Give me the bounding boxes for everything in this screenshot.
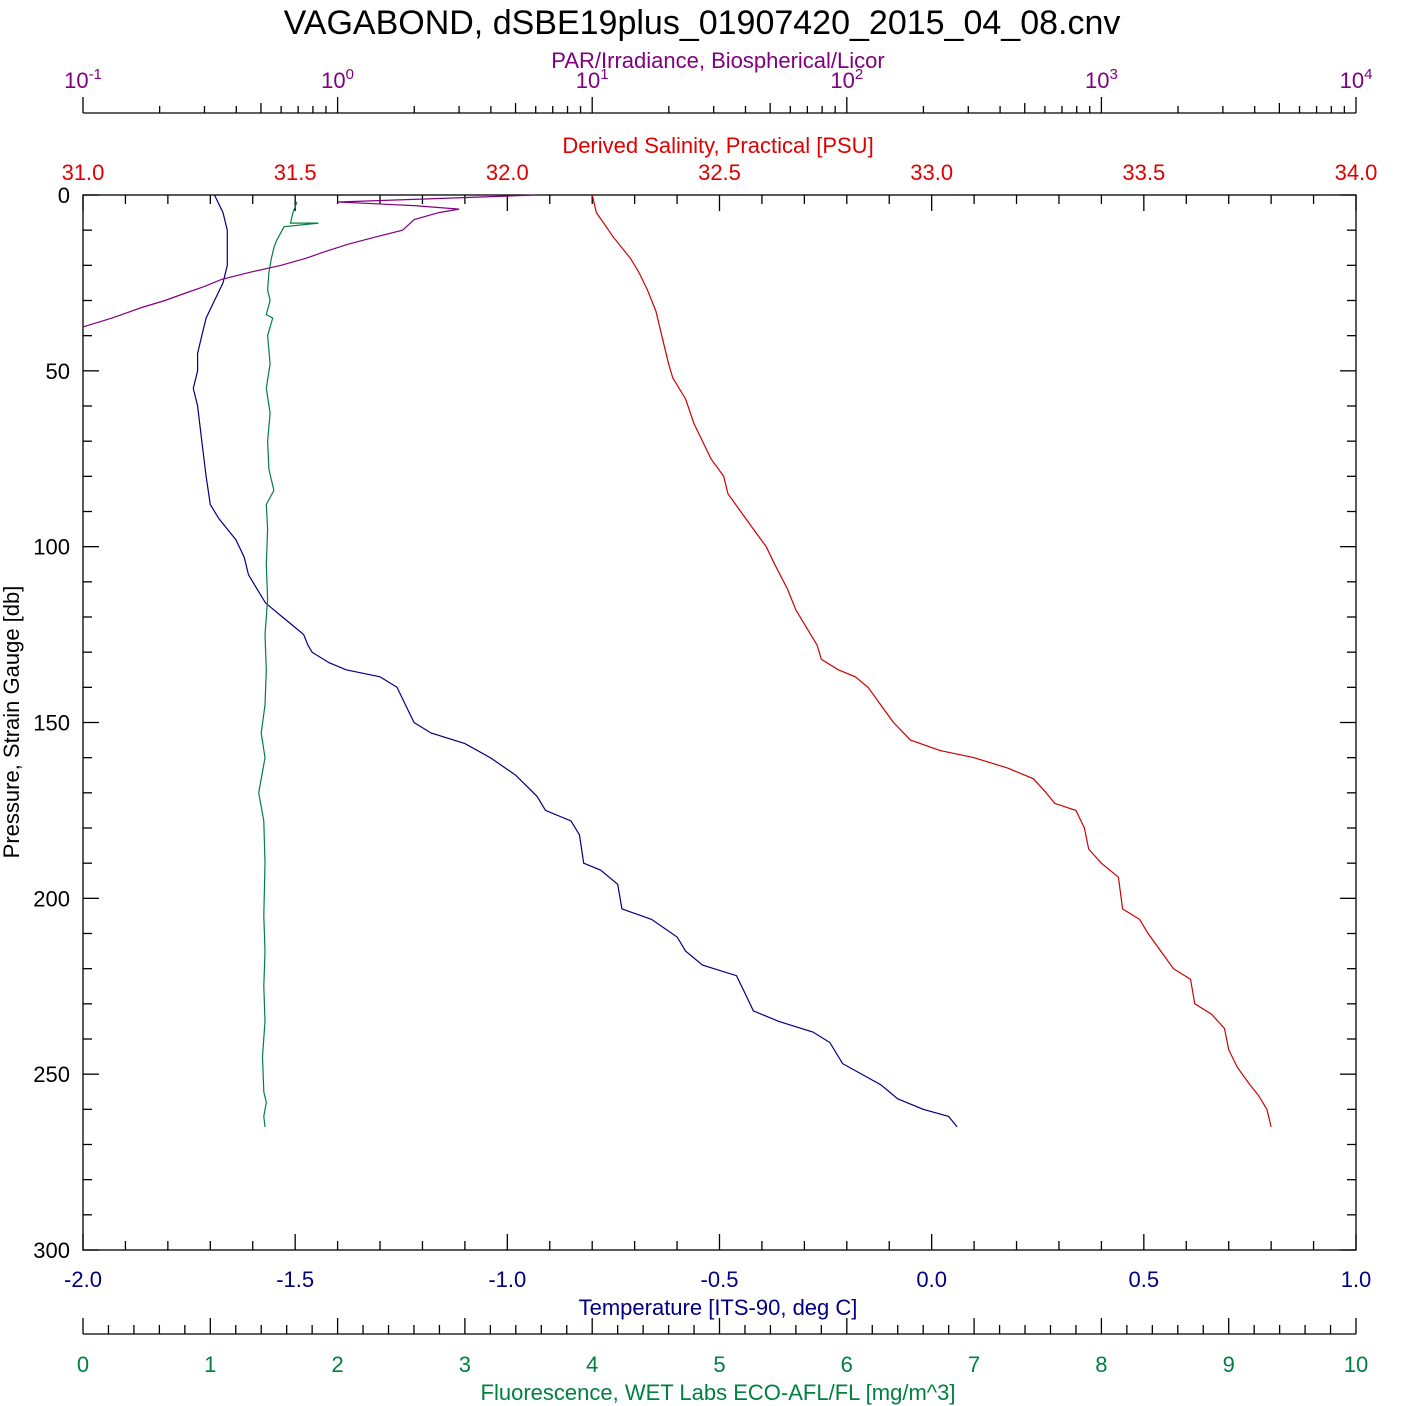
salinity-tick-label: 31.5: [274, 160, 317, 185]
par-tick-label: 104: [1340, 66, 1373, 93]
fluorescence-tick-label: 9: [1223, 1352, 1235, 1377]
plot-frame: [82, 194, 1357, 1251]
par-axis-label: PAR/Irradiance, Biospherical/Licor: [551, 48, 884, 73]
salinity-tick-label: 34.0: [1335, 160, 1378, 185]
par-tick-label: 101: [576, 66, 609, 93]
pressure-axis-tick-labels: 0 50 100 150 200 250 300: [33, 183, 70, 1263]
temperature-tick-label: -0.5: [701, 1267, 739, 1292]
salinity-tick-label: 32.5: [698, 160, 741, 185]
temperature-series-line: [192, 194, 958, 1128]
temperature-tick-label: -2.0: [64, 1267, 102, 1292]
par-tick-label: 10-1: [64, 66, 102, 93]
temperature-tick-label: -1.0: [488, 1267, 526, 1292]
par-tick-label: 100: [321, 66, 354, 93]
salinity-tick-label: 33.0: [910, 160, 953, 185]
fluorescence-tick-label: 4: [586, 1352, 598, 1377]
fluorescence-axis-label: Fluorescence, WET Labs ECO-AFL/FL [mg/m^…: [481, 1380, 956, 1405]
fluorescence-tick-label: 10: [1344, 1352, 1368, 1377]
fluorescence-tick-label: 1: [204, 1352, 216, 1377]
par-series-line: [82, 194, 536, 328]
pressure-tick-label: 100: [33, 535, 70, 560]
fluorescence-tick-label: 2: [331, 1352, 343, 1377]
salinity-axis-label: Derived Salinity, Practical [PSU]: [562, 133, 873, 158]
temperature-axis-label: Temperature [ITS-90, deg C]: [579, 1295, 858, 1320]
frame-ticks: [82, 194, 1357, 1251]
chart-title: VAGABOND, dSBE19plus_01907420_2015_04_08…: [284, 4, 1121, 42]
pressure-axis-label: Pressure, Strain Gauge [db]: [0, 586, 24, 859]
pressure-tick-label: 50: [46, 359, 70, 384]
fluorescence-tick-label: 8: [1095, 1352, 1107, 1377]
pressure-tick-label: 300: [33, 1238, 70, 1263]
par-tick-label: 103: [1085, 66, 1118, 93]
fluorescence-tick-label: 3: [459, 1352, 471, 1377]
fluorescence-tick-label: 0: [77, 1352, 89, 1377]
fluorescence-tick-label: 6: [841, 1352, 853, 1377]
fluorescence-tick-label: 5: [713, 1352, 725, 1377]
pressure-tick-label: 150: [33, 711, 70, 736]
par-axis-ticks: [82, 97, 1357, 113]
temperature-tick-label: 1.0: [1341, 1267, 1372, 1292]
temperature-tick-label: 0.0: [916, 1267, 947, 1292]
temperature-tick-label: -1.5: [276, 1267, 314, 1292]
fluorescence-axis-tick-labels: 0 1 2 3 4 5 6 7 8 9 10: [77, 1352, 1368, 1377]
temperature-axis-tick-labels: -2.0 -1.5 -1.0 -0.5 0.0 0.5 1.0: [64, 1267, 1371, 1292]
salinity-tick-label: 33.5: [1122, 160, 1165, 185]
par-tick-label: 102: [830, 66, 863, 93]
temperature-tick-label: 0.5: [1129, 1267, 1160, 1292]
fluorescence-series-line: [258, 201, 319, 1127]
pressure-tick-label: 250: [33, 1062, 70, 1087]
par-axis-tick-labels: 10-1 100 101 102 103 104: [64, 66, 1372, 93]
salinity-tick-label: 32.0: [486, 160, 529, 185]
pressure-tick-label: 0: [58, 183, 70, 208]
fluorescence-axis-ticks: [82, 1318, 1357, 1334]
data-series: [82, 194, 1272, 1128]
salinity-series-line: [591, 194, 1272, 1128]
pressure-tick-label: 200: [33, 886, 70, 911]
salinity-axis-tick-labels: 31.0 31.5 32.0 32.5 33.0 33.5 34.0: [62, 160, 1378, 185]
fluorescence-tick-label: 7: [968, 1352, 980, 1377]
salinity-tick-label: 31.0: [62, 160, 105, 185]
